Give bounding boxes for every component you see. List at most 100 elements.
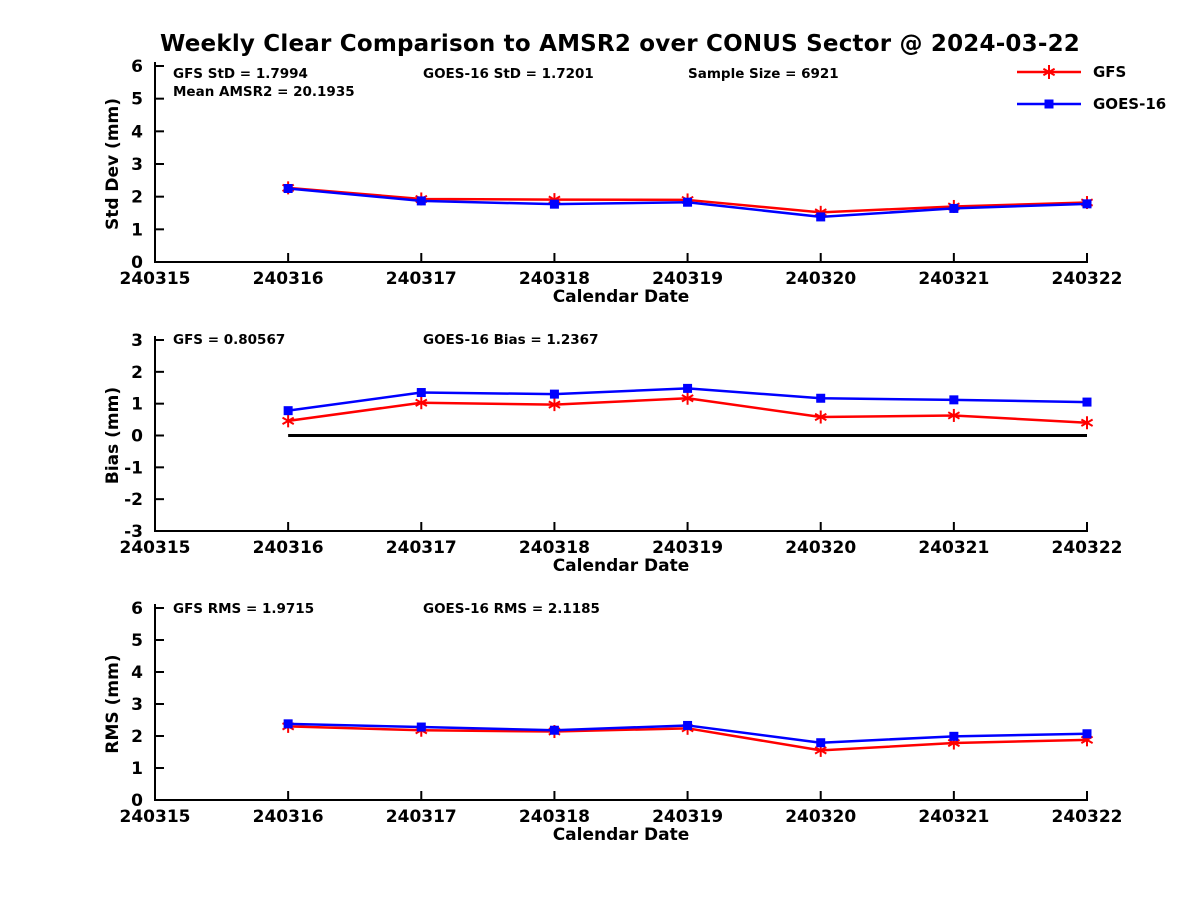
- legend-entry-gfs: GFS: [1014, 63, 1126, 81]
- bias-x-tick-label: 240321: [918, 538, 989, 558]
- square-marker: [549, 389, 559, 399]
- bias-x-tick-label: 240319: [652, 538, 723, 558]
- std-dev-annotation: GOES-16 StD = 1.7201: [423, 66, 594, 82]
- square-marker: [1082, 729, 1092, 739]
- asterisk-spoke: [947, 411, 960, 420]
- square-marker: [1082, 397, 1092, 407]
- std-dev-x-tick-label: 240317: [386, 269, 457, 289]
- square-marker: [1082, 199, 1092, 209]
- std-dev-y-tick-label: 2: [131, 188, 143, 208]
- bias-x-tick-label: 240320: [785, 538, 856, 558]
- std-dev-x-tick-label: 240318: [519, 269, 590, 289]
- std-dev-y-axis-label: Std Dev (mm): [103, 98, 123, 230]
- asterisk-spoke: [814, 412, 827, 422]
- std-dev-y-tick-label: 6: [131, 57, 143, 77]
- rms-annotation: GOES-16 RMS = 2.1185: [423, 601, 600, 617]
- std-dev-x-axis-label: Calendar Date: [553, 287, 690, 307]
- std-dev-y-tick-label: 0: [131, 253, 143, 273]
- legend-label-goes16: GOES-16: [1093, 95, 1167, 113]
- asterisk-marker: [814, 410, 827, 424]
- std-dev-x-tick-label: 240321: [918, 269, 989, 289]
- bias-x-axis-label: Calendar Date: [553, 556, 690, 576]
- square-marker: [416, 196, 426, 206]
- square-marker: [816, 738, 826, 748]
- bias-y-tick-label: -3: [124, 522, 143, 542]
- asterisk-marker: [947, 408, 960, 422]
- asterisk-spoke: [282, 416, 295, 425]
- asterisk-spoke: [814, 746, 827, 755]
- rms-y-axis-label: RMS (mm): [103, 654, 123, 753]
- std-dev-annotation: Sample Size = 6921: [688, 66, 839, 82]
- asterisk-marker: [681, 391, 694, 405]
- std-dev-x-tick-label: 240320: [785, 269, 856, 289]
- square-marker: [683, 720, 693, 730]
- chart-title: Weekly Clear Comparison to AMSR2 over CO…: [159, 31, 1080, 57]
- bias-annotation: GFS = 0.80567: [173, 332, 285, 348]
- asterisk-spoke: [681, 394, 694, 403]
- std-dev-annotation: Mean AMSR2 = 20.1935: [173, 84, 355, 100]
- bias-y-tick-label: -1: [124, 458, 143, 478]
- legend-entry-goes16: GOES-16: [1014, 95, 1166, 113]
- square-marker: [949, 203, 959, 213]
- square-marker: [816, 393, 826, 403]
- bias-y-tick-label: 2: [131, 363, 143, 383]
- asterisk-marker: [415, 396, 428, 410]
- asterisk-spoke: [415, 398, 428, 407]
- bias-y-tick-label: 1: [131, 395, 143, 415]
- std-dev-x-tick-label: 240315: [120, 269, 191, 289]
- square-marker: [949, 395, 959, 405]
- asterisk-marker: [1080, 416, 1094, 430]
- rms-y-tick-label: 6: [131, 599, 143, 619]
- square-marker: [816, 212, 826, 222]
- square-marker: [416, 388, 426, 398]
- rms-y-tick-label: 1: [131, 759, 143, 779]
- asterisk-marker: [282, 414, 295, 428]
- square-marker: [283, 719, 293, 729]
- rms-x-tick-label: 240321: [918, 807, 989, 827]
- square-marker: [549, 725, 559, 735]
- bias-y-tick-label: -2: [124, 490, 143, 510]
- bias-x-tick-label: 240318: [519, 538, 590, 558]
- rms-x-tick-label: 240320: [785, 807, 856, 827]
- rms-y-tick-label: 5: [131, 631, 143, 651]
- std-dev-annotation: GFS StD = 1.7994: [173, 66, 308, 82]
- asterisk-marker: [548, 398, 561, 412]
- rms-x-tick-label: 240318: [519, 807, 590, 827]
- rms-x-tick-label: 240316: [253, 807, 324, 827]
- rms-x-tick-label: 240315: [120, 807, 191, 827]
- rms-x-tick-label: 240317: [386, 807, 457, 827]
- bias-y-tick-label: 3: [131, 331, 143, 351]
- bias-y-axis-label: Bias (mm): [103, 387, 123, 484]
- rms-y-tick-label: 3: [131, 695, 143, 715]
- square-marker: [683, 383, 693, 393]
- bias-x-tick-label: 240322: [1052, 538, 1123, 558]
- square-marker: [949, 731, 959, 741]
- goes16-line-square-icon: [1017, 99, 1081, 109]
- bias-x-tick-label: 240316: [253, 538, 324, 558]
- std-dev-x-tick-label: 240322: [1052, 269, 1123, 289]
- std-dev-y-tick-label: 1: [131, 220, 143, 240]
- rms-y-tick-label: 4: [131, 663, 143, 683]
- square-marker: [416, 722, 426, 732]
- std-dev-x-tick-label: 240316: [253, 269, 324, 289]
- square-marker: [283, 406, 293, 416]
- square-marker: [683, 197, 693, 207]
- rms-x-tick-label: 240322: [1052, 807, 1123, 827]
- asterisk-spoke: [1080, 418, 1094, 427]
- bias-x-tick-label: 240317: [386, 538, 457, 558]
- square-marker: [283, 184, 293, 193]
- gfs-line-asterisk-icon: [1017, 65, 1081, 79]
- square-marker: [549, 199, 559, 209]
- bias-x-tick-label: 240315: [120, 538, 191, 558]
- std-dev-y-tick-label: 3: [131, 155, 143, 175]
- asterisk-spoke: [548, 400, 561, 409]
- rms-y-tick-label: 2: [131, 727, 143, 747]
- rms-annotation: GFS RMS = 1.9715: [173, 601, 314, 617]
- bias-y-tick-label: 0: [131, 427, 143, 447]
- rms-x-axis-label: Calendar Date: [553, 825, 690, 845]
- std-dev-x-tick-label: 240319: [652, 269, 723, 289]
- legend-label-gfs: GFS: [1093, 63, 1127, 81]
- bias-annotation: GOES-16 Bias = 1.2367: [423, 332, 598, 348]
